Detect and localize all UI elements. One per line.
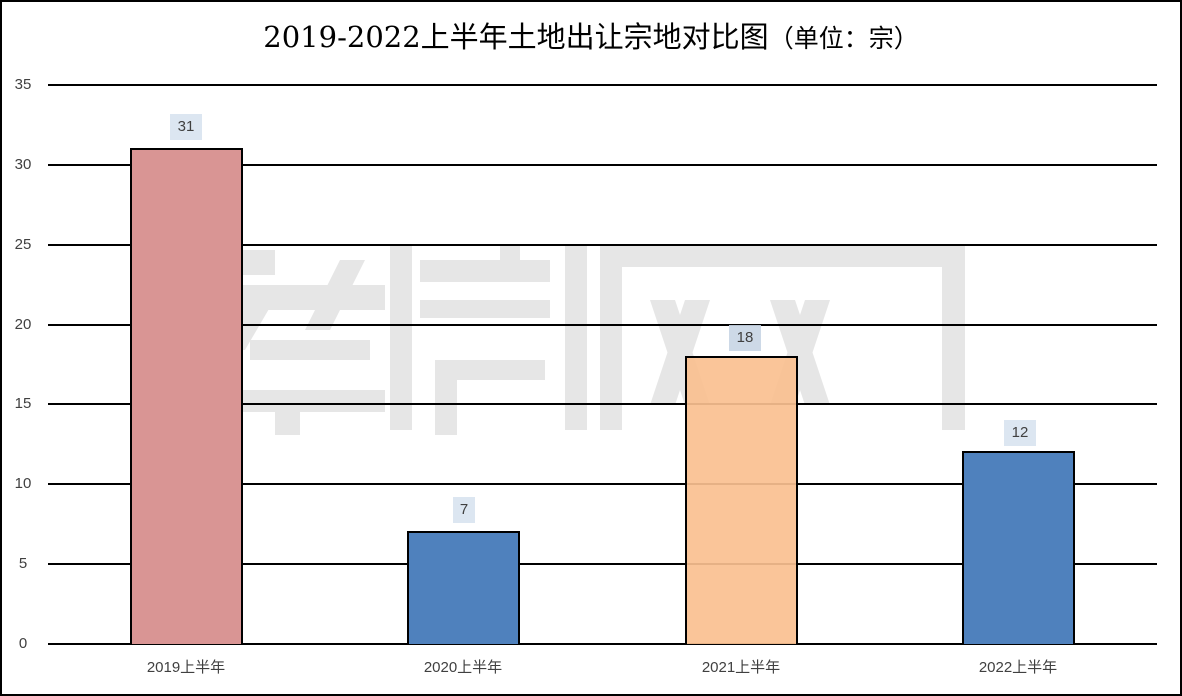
gridline-25 <box>48 244 1157 246</box>
y-tick-label: 30 <box>14 156 32 173</box>
bar-2019[interactable] <box>130 148 243 644</box>
x-tick-label: 2020上半年 <box>423 659 503 676</box>
data-label-2020: 7 <box>453 497 475 523</box>
gridline-10 <box>48 483 1157 485</box>
data-label-2021: 18 <box>729 325 761 351</box>
chart-title-main: 2019-2022上半年土地出让宗地对比图 <box>263 20 769 54</box>
gridline-35 <box>48 84 1157 86</box>
gridline-20 <box>48 324 1157 326</box>
y-tick-label: 25 <box>14 236 32 253</box>
bar-2020[interactable] <box>407 531 520 644</box>
x-tick-label: 2019上半年 <box>146 659 226 676</box>
gridline-5 <box>48 563 1157 565</box>
bar-2021[interactable] <box>685 356 798 644</box>
y-tick-label: 0 <box>18 635 28 652</box>
bar-2022[interactable] <box>962 451 1075 644</box>
chart-title-unit: （单位：宗） <box>768 24 919 53</box>
y-tick-label: 5 <box>18 555 28 572</box>
y-tick-label: 35 <box>14 76 32 93</box>
gridline-15 <box>48 403 1157 405</box>
data-label-2019: 31 <box>170 114 202 140</box>
y-tick-label: 15 <box>14 395 32 412</box>
x-tick-label: 2021上半年 <box>701 659 781 676</box>
x-tick-label: 2022上半年 <box>978 659 1058 676</box>
chart-title: 2019-2022上半年土地出让宗地对比图（单位：宗） <box>0 14 1182 56</box>
y-tick-label: 10 <box>14 475 32 492</box>
data-label-2022: 12 <box>1004 420 1036 446</box>
x-axis-line <box>48 643 1157 645</box>
gridline-30 <box>48 164 1157 166</box>
y-tick-label: 20 <box>14 316 32 333</box>
